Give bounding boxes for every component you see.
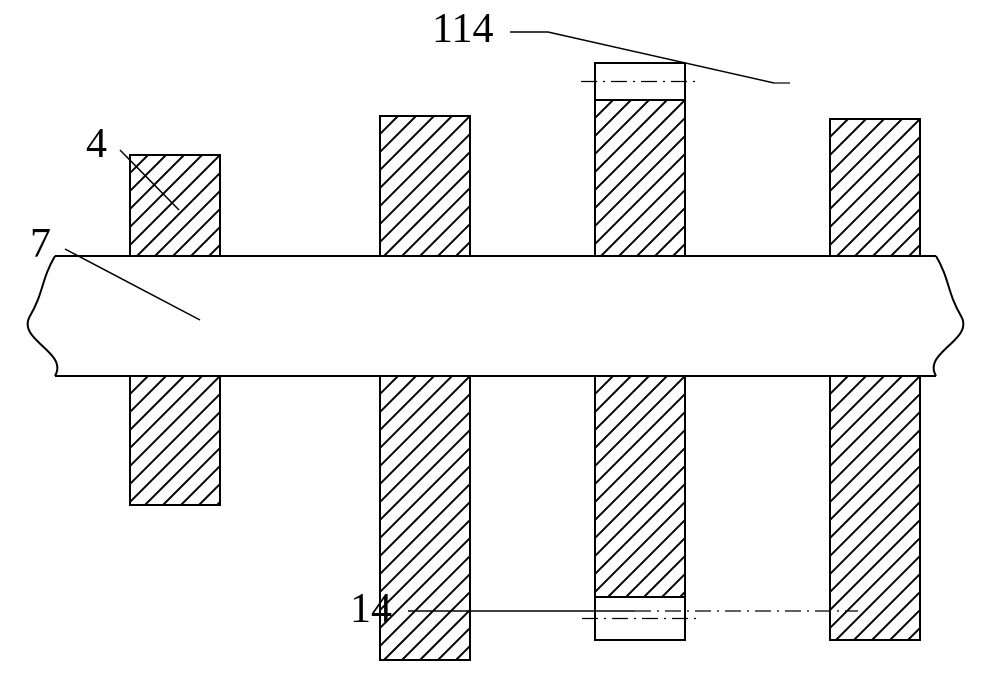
label-114: 114	[432, 6, 493, 52]
technical-diagram: 114 4 7 14	[0, 0, 991, 685]
shaft	[28, 256, 964, 376]
label-4: 4	[86, 121, 107, 167]
label-7: 7	[30, 221, 51, 267]
bar-1-bottom	[130, 376, 220, 505]
bar-2-top	[380, 116, 470, 256]
bar-2-bottom	[380, 376, 470, 660]
label-14: 14	[350, 586, 392, 632]
